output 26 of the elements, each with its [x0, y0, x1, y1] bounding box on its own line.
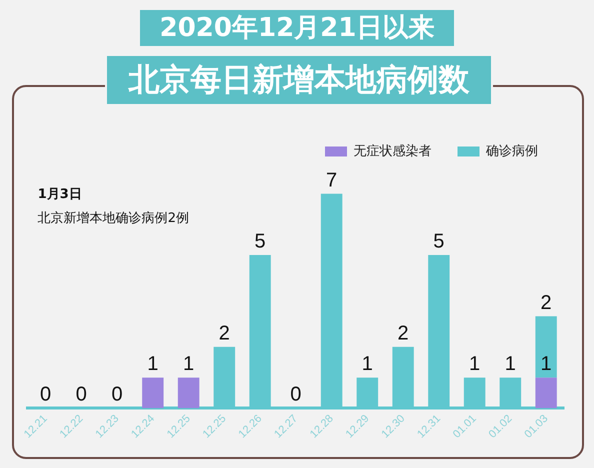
data-label: 7 — [326, 169, 338, 192]
data-label: 0 — [112, 384, 123, 406]
bar — [535, 316, 557, 378]
data-label: 1 — [469, 353, 480, 376]
data-label: 2 — [540, 292, 552, 314]
data-label: 5 — [433, 230, 444, 253]
bar — [535, 378, 557, 408]
data-label: 1 — [183, 353, 194, 376]
legend-label: 无症状感染者 — [354, 144, 432, 159]
data-label: 2 — [218, 322, 230, 344]
data-label: 5 — [254, 230, 266, 253]
data-label: 1 — [362, 353, 373, 376]
bar — [142, 378, 164, 408]
data-label: 1 — [504, 353, 516, 376]
data-label: 2 — [398, 322, 409, 344]
data-label: 1 — [147, 353, 158, 376]
chart-title: 2020年12月21日以来 — [140, 10, 454, 46]
bar — [178, 378, 200, 408]
data-label: 0 — [290, 384, 302, 406]
legend-label: 确诊病例 — [485, 144, 538, 159]
data-label: 0 — [76, 384, 87, 406]
annotation: 北京新增本地确诊病例2例 — [38, 211, 190, 226]
data-label: 0 — [40, 384, 52, 406]
chart-subtitle: 北京每日新增本地病例数 — [105, 54, 493, 106]
data-label: 1 — [540, 353, 552, 376]
annotation: 1月3日 — [38, 187, 82, 202]
